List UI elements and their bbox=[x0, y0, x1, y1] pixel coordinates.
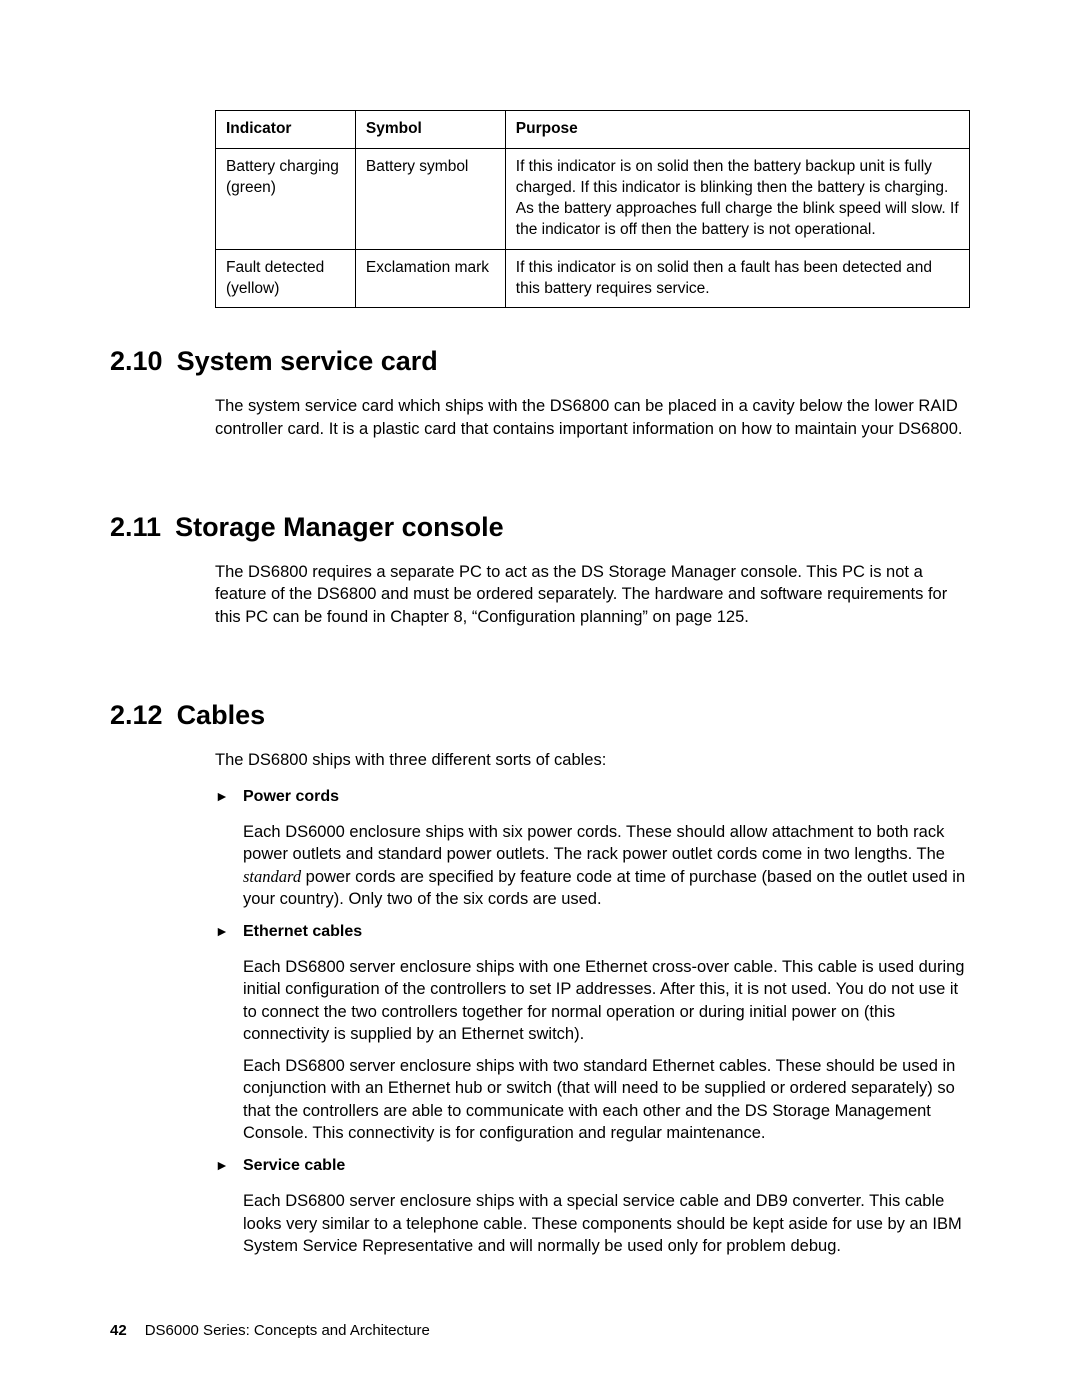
td-symbol: Battery symbol bbox=[355, 148, 505, 249]
bullet-para: Each DS6800 server enclosure ships with … bbox=[243, 1055, 970, 1144]
section-title: System service card bbox=[177, 346, 438, 376]
section-title: Storage Manager console bbox=[175, 512, 504, 542]
section-number: 2.11 bbox=[110, 512, 161, 542]
bullet-marker-icon: ► bbox=[215, 920, 243, 942]
page-footer: 42 DS6000 Series: Concepts and Architectu… bbox=[110, 1322, 430, 1339]
section-212-intro: The DS6800 ships with three different so… bbox=[215, 749, 970, 771]
spacer bbox=[110, 648, 990, 684]
bullet-item-service: ► Service cable bbox=[215, 1154, 970, 1178]
th-purpose: Purpose bbox=[505, 111, 969, 149]
bullet-marker-icon: ► bbox=[215, 785, 243, 807]
bullet-header: ► Power cords bbox=[215, 785, 970, 809]
bullet-item-power-cords: ► Power cords bbox=[215, 785, 970, 809]
section-heading-210: 2.10 System service card bbox=[110, 346, 990, 377]
td-purpose: If this indicator is on solid then a fau… bbox=[505, 249, 969, 308]
th-symbol: Symbol bbox=[355, 111, 505, 149]
section-heading-212: 2.12 Cables bbox=[110, 700, 990, 731]
table-header-row: Indicator Symbol Purpose bbox=[216, 111, 970, 149]
footer-title: DS6000 Series: Concepts and Architecture bbox=[145, 1322, 430, 1339]
page-number: 42 bbox=[110, 1322, 127, 1339]
td-indicator: Battery charging (green) bbox=[216, 148, 356, 249]
bullet-para: Each DS6800 server enclosure ships with … bbox=[243, 1190, 970, 1257]
section-heading-211: 2.11 Storage Manager console bbox=[110, 512, 990, 543]
th-indicator: Indicator bbox=[216, 111, 356, 149]
table-row: Battery charging (green) Battery symbol … bbox=[216, 148, 970, 249]
section-211-para: The DS6800 requires a separate PC to act… bbox=[215, 561, 970, 628]
para-text: power cords are specified by feature cod… bbox=[243, 868, 965, 908]
bullet-para: Each DS6000 enclosure ships with six pow… bbox=[243, 821, 970, 910]
bullet-header: ► Service cable bbox=[215, 1154, 970, 1178]
td-symbol: Exclamation mark bbox=[355, 249, 505, 308]
td-purpose: If this indicator is on solid then the b… bbox=[505, 148, 969, 249]
section-210-para: The system service card which ships with… bbox=[215, 395, 970, 440]
indicator-table: Indicator Symbol Purpose Battery chargin… bbox=[215, 110, 970, 308]
bullet-marker-icon: ► bbox=[215, 1154, 243, 1176]
section-number: 2.10 bbox=[110, 346, 163, 376]
bullet-title: Ethernet cables bbox=[243, 920, 362, 944]
td-indicator: Fault detected (yellow) bbox=[216, 249, 356, 308]
bullet-title: Service cable bbox=[243, 1154, 345, 1178]
spacer bbox=[110, 460, 990, 496]
italic-text: standard bbox=[243, 867, 301, 886]
bullet-para: Each DS6800 server enclosure ships with … bbox=[243, 956, 970, 1045]
para-text: Each DS6000 enclosure ships with six pow… bbox=[243, 823, 945, 863]
page: Indicator Symbol Purpose Battery chargin… bbox=[0, 0, 1080, 1397]
table-row: Fault detected (yellow) Exclamation mark… bbox=[216, 249, 970, 308]
bullet-item-ethernet: ► Ethernet cables bbox=[215, 920, 970, 944]
section-number: 2.12 bbox=[110, 700, 163, 730]
bullet-header: ► Ethernet cables bbox=[215, 920, 970, 944]
section-title: Cables bbox=[177, 700, 266, 730]
bullet-title: Power cords bbox=[243, 785, 339, 809]
